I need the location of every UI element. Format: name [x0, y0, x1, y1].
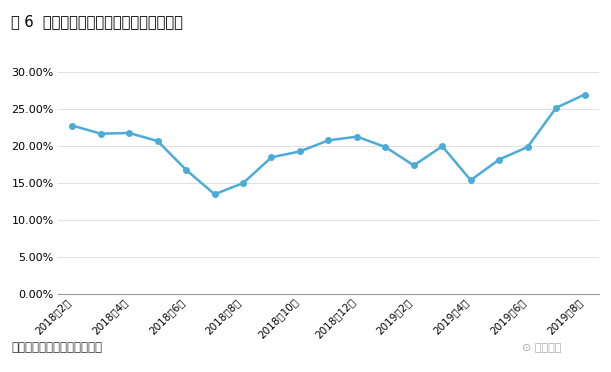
- Text: 数据来源：网贷之家研究中心: 数据来源：网贷之家研究中心: [11, 341, 102, 355]
- Text: ⊙ 网贷之家: ⊙ 网贷之家: [522, 343, 562, 353]
- Text: 图 6  个人信贷业务的各月金额续贷率走势: 图 6 个人信贷业务的各月金额续贷率走势: [11, 14, 183, 29]
